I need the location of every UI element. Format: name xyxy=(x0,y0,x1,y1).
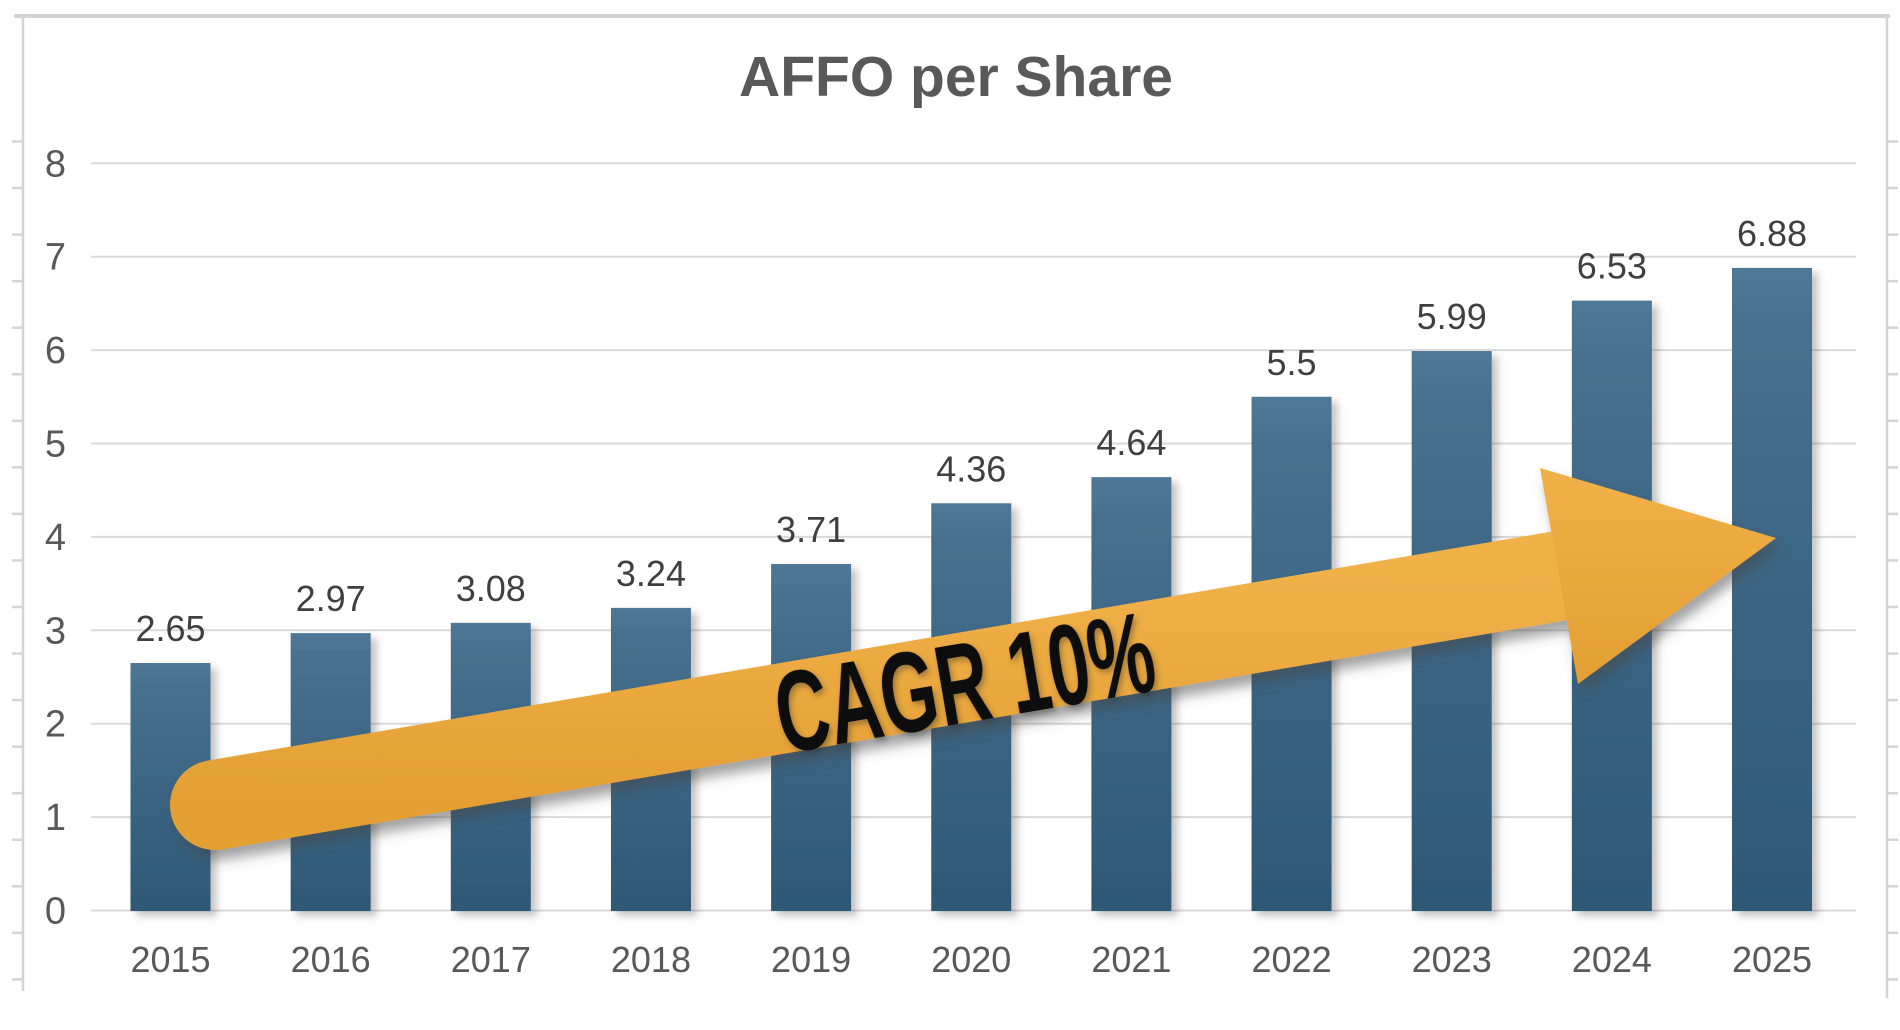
bar-value-label: 2.65 xyxy=(135,608,205,649)
x-axis-label: 2023 xyxy=(1412,939,1492,980)
y-axis-label: 5 xyxy=(45,424,66,466)
x-axis-label: 2022 xyxy=(1252,939,1332,980)
bar xyxy=(1732,267,1812,912)
bar-value-label: 3.71 xyxy=(776,509,846,550)
bar-value-label: 2.97 xyxy=(296,578,366,619)
growth-arrow xyxy=(170,468,1776,850)
bar-value-label: 5.5 xyxy=(1267,342,1317,383)
bar-value-label: 4.64 xyxy=(1096,422,1166,463)
y-axis-label: 4 xyxy=(45,517,66,559)
arrow-head xyxy=(1540,468,1776,684)
y-axis-label: 3 xyxy=(45,610,66,652)
bar-value-label: 6.53 xyxy=(1577,246,1647,287)
x-axis-label: 2017 xyxy=(451,939,531,980)
arrow-shaft xyxy=(170,531,1604,850)
bar-value-label: 3.08 xyxy=(456,568,526,609)
y-axis-label: 0 xyxy=(45,891,66,933)
x-axis-label: 2015 xyxy=(130,939,210,980)
y-axis-label: 7 xyxy=(45,237,66,279)
x-axis-label: 2025 xyxy=(1732,939,1812,980)
x-axis-label: 2018 xyxy=(611,939,691,980)
y-axis-label: 6 xyxy=(45,330,66,372)
bar-value-label: 6.88 xyxy=(1737,213,1807,254)
x-axis-label: 2020 xyxy=(931,939,1011,980)
x-axis-label: 2016 xyxy=(291,939,371,980)
bar-value-label: 3.24 xyxy=(616,553,686,594)
y-axis-label: 8 xyxy=(45,143,66,185)
bar-value-label: 4.36 xyxy=(936,448,1006,489)
x-axis-label: 2019 xyxy=(771,939,851,980)
x-axis-label: 2021 xyxy=(1091,939,1171,980)
y-axis-label: 1 xyxy=(45,797,66,839)
bar-value-label: 5.99 xyxy=(1417,296,1487,337)
y-axis-label: 2 xyxy=(45,704,66,746)
x-axis-label: 2024 xyxy=(1572,939,1652,980)
